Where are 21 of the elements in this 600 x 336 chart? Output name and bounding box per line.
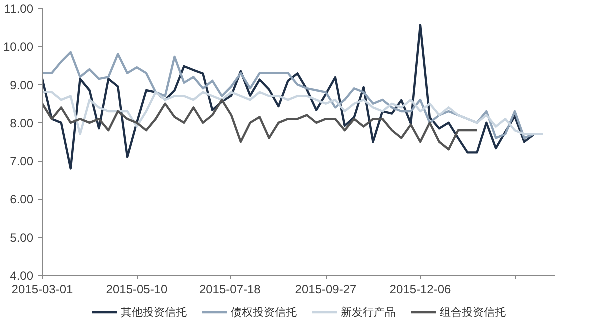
y-tick-label: 6.00 (10, 192, 34, 207)
line-series (42, 24, 535, 170)
x-tick-label: 2015-12-06 (390, 282, 452, 296)
y-tick-label: 11.00 (4, 2, 34, 16)
x-tick-label: 2015-07-18 (199, 282, 262, 296)
legend-label: 其他投资信托 (121, 304, 187, 320)
x-tick-label: 2015-05-10 (106, 282, 168, 296)
line-series (42, 51, 535, 140)
y-tick-label: 7.00 (10, 154, 34, 169)
y-tick-label: 5.00 (10, 230, 34, 245)
x-tick-label: 2015-09-27 (295, 282, 358, 296)
legend-label: 债权投资信托 (231, 304, 297, 320)
y-tick-label: 10.00 (3, 40, 34, 54)
line-series (42, 98, 478, 151)
y-tick-label: 4.00 (10, 269, 34, 283)
y-tick-label: 8.00 (10, 116, 34, 130)
line-series (42, 91, 544, 136)
legend-label: 新发行产品 (341, 304, 396, 320)
legend-label: 组合投资信托 (440, 304, 506, 320)
y-tick-label: 9.00 (10, 78, 34, 92)
x-tick-label: 2015-03-01 (12, 282, 74, 296)
